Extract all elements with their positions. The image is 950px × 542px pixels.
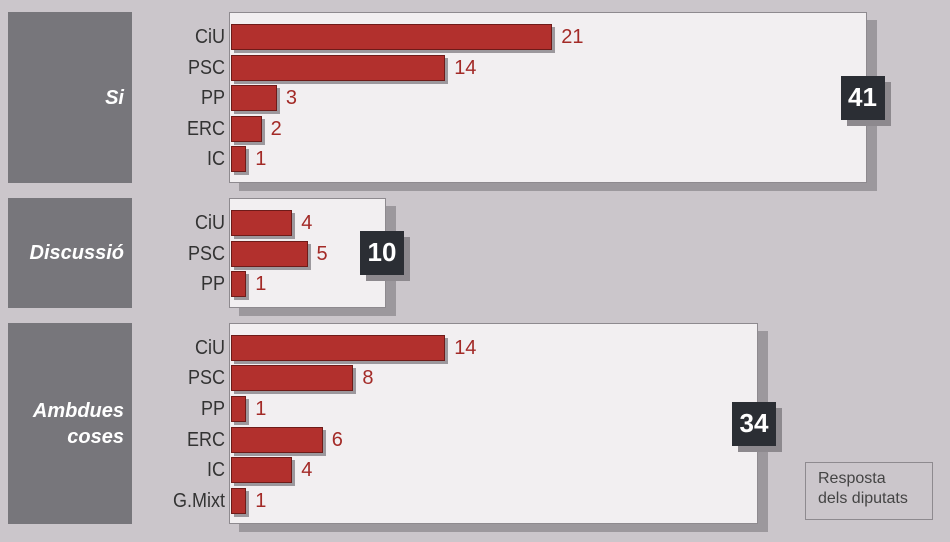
category-label: ERC	[186, 428, 225, 451]
bar	[231, 271, 247, 298]
group-label-box: Si	[8, 12, 132, 183]
value-label: 14	[454, 56, 477, 79]
value-label: 4	[301, 459, 313, 482]
category-label: CiU	[194, 336, 225, 359]
group-label: Discussió	[29, 241, 124, 264]
category-label: CiU	[194, 26, 225, 48]
value-label: 4	[301, 212, 313, 234]
category-label: PSC	[187, 367, 225, 390]
bar	[231, 85, 277, 112]
bar	[231, 24, 553, 50]
bar	[231, 396, 247, 422]
bar	[231, 334, 446, 361]
value-label: 2	[270, 117, 282, 140]
value-label: 1	[255, 148, 267, 171]
category-label: PP	[200, 273, 225, 296]
value-label: 14	[454, 336, 477, 359]
value-label: 1	[255, 398, 267, 420]
category-label: PP	[200, 398, 225, 420]
bar	[231, 115, 262, 142]
note: Resposta dels diputats	[818, 470, 908, 507]
bar	[231, 146, 247, 173]
category-label: ERC	[186, 117, 225, 140]
group-label: Ambdues coses	[32, 399, 124, 448]
note-box: Resposta dels diputats	[805, 462, 933, 520]
group-total: 34	[732, 401, 776, 446]
bar	[231, 240, 308, 267]
bar	[231, 210, 293, 236]
group-label-box: Discussió	[8, 198, 132, 308]
group-label: Si	[105, 86, 124, 109]
bar	[231, 365, 354, 392]
value-label: 6	[331, 428, 343, 451]
group-total: 10	[360, 230, 404, 275]
category-label: IC	[207, 459, 225, 482]
group-label-box: Ambdues coses	[8, 322, 132, 525]
value-label: 3	[285, 87, 298, 110]
bar	[231, 457, 293, 484]
category-label: IC	[207, 148, 225, 171]
value-label: 8	[362, 367, 374, 390]
value-label: 5	[316, 242, 328, 265]
category-label: PP	[200, 87, 225, 110]
category-label: CiU	[194, 212, 225, 234]
category-label: PSC	[187, 242, 225, 265]
bar	[231, 426, 323, 453]
bar	[231, 54, 446, 81]
value-label: 21	[561, 26, 584, 48]
category-label: G.Mixt	[172, 489, 225, 512]
group-total: 41	[840, 75, 885, 120]
category-label: PSC	[187, 56, 225, 79]
value-label: 1	[255, 273, 267, 296]
value-label: 1	[255, 489, 267, 512]
bar	[231, 487, 247, 514]
